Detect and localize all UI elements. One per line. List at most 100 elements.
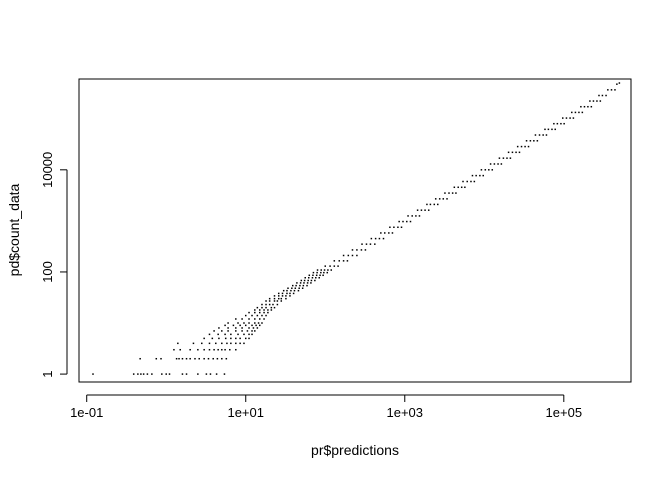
data-point — [257, 322, 260, 324]
data-point — [261, 314, 263, 317]
x-tick-label: 1e-01 — [70, 405, 103, 420]
data-point — [256, 314, 259, 317]
data-point — [239, 324, 241, 327]
data-point — [270, 306, 273, 309]
data-point — [538, 134, 541, 136]
data-point — [518, 151, 521, 154]
data-point — [175, 357, 178, 360]
data-point — [254, 330, 256, 332]
x-axis-title: pr$predictions — [311, 442, 399, 458]
data-point — [314, 279, 316, 282]
data-point — [511, 151, 514, 154]
data-point — [243, 333, 245, 336]
data-point — [221, 342, 223, 345]
data-point — [270, 309, 273, 311]
data-point — [289, 292, 291, 295]
data-point — [226, 342, 228, 345]
data-point — [203, 337, 205, 340]
data-point — [323, 269, 326, 271]
data-point — [333, 260, 336, 262]
data-point — [216, 357, 219, 360]
data-point — [319, 274, 321, 277]
data-point — [551, 128, 553, 131]
data-point — [365, 243, 368, 245]
data-point — [244, 337, 247, 340]
data-point — [265, 303, 267, 306]
data-point — [502, 157, 505, 159]
data-point — [534, 134, 537, 136]
data-point — [378, 237, 381, 240]
data-point — [244, 314, 247, 317]
data-point — [276, 303, 279, 306]
data-point — [471, 174, 474, 177]
data-point — [596, 100, 598, 102]
data-point — [453, 186, 456, 189]
data-point — [203, 357, 205, 360]
data-point — [280, 297, 283, 300]
data-point — [330, 269, 333, 271]
data-point — [364, 249, 367, 251]
data-point — [444, 192, 446, 194]
y-tick-label: 1 — [40, 370, 55, 377]
data-point — [295, 284, 297, 287]
data-point — [574, 111, 577, 114]
data-point — [360, 249, 363, 251]
data-point — [529, 140, 532, 142]
data-point — [320, 271, 322, 274]
data-point — [462, 180, 464, 183]
data-point — [207, 357, 210, 360]
data-point — [400, 226, 403, 229]
data-point — [161, 373, 163, 375]
data-point — [479, 174, 481, 177]
data-point — [556, 122, 559, 125]
data-point — [318, 277, 320, 279]
data-point — [562, 117, 564, 119]
data-point — [397, 226, 399, 229]
data-point — [211, 337, 214, 340]
data-point — [592, 100, 595, 102]
data-point — [291, 284, 294, 287]
data-point — [291, 287, 293, 289]
data-point — [280, 300, 283, 302]
data-point — [601, 94, 604, 97]
data-point — [92, 373, 94, 375]
data-point — [221, 357, 223, 360]
data-point — [420, 209, 423, 211]
data-point — [498, 157, 501, 159]
data-point — [581, 111, 584, 114]
data-point — [464, 186, 466, 189]
data-point — [155, 357, 158, 360]
data-point — [255, 324, 257, 327]
data-point — [356, 254, 358, 257]
data-point — [316, 271, 318, 274]
data-point — [533, 140, 535, 142]
data-point — [142, 373, 145, 375]
data-point — [329, 265, 331, 267]
data-point — [224, 333, 226, 336]
data-point — [590, 105, 593, 108]
data-point — [515, 151, 517, 154]
data-point — [446, 198, 448, 200]
y-axis-title: pd$count_data — [6, 183, 22, 276]
data-point — [391, 232, 394, 234]
data-point — [589, 100, 591, 102]
data-point — [273, 295, 276, 297]
data-point — [263, 309, 265, 311]
data-point — [614, 89, 616, 91]
data-point — [178, 357, 180, 360]
data-point — [310, 279, 313, 282]
data-point — [248, 318, 250, 320]
data-point — [213, 330, 215, 332]
data-point — [146, 373, 149, 375]
data-point — [297, 289, 300, 292]
data-point — [338, 260, 341, 262]
data-point — [333, 265, 336, 267]
data-point — [315, 277, 317, 279]
data-point — [301, 287, 304, 289]
data-point — [437, 203, 439, 206]
data-point — [265, 300, 267, 302]
data-point — [489, 163, 492, 165]
data-point — [248, 337, 250, 340]
data-point — [491, 169, 494, 171]
data-point — [307, 279, 309, 282]
